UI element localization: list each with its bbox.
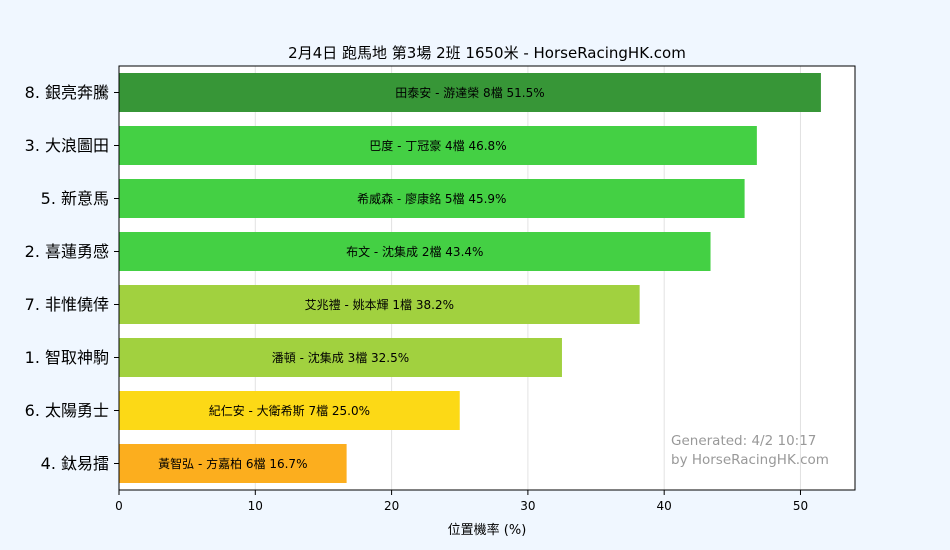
y-tick-label: 7. 非惟僥倖 xyxy=(25,295,109,314)
bar-data-label: 希威森 - 廖康銘 5檔 45.9% xyxy=(357,191,506,206)
x-tick-label: 30 xyxy=(520,499,535,513)
x-tick-label: 0 xyxy=(115,499,123,513)
y-tick-label: 6. 太陽勇士 xyxy=(25,401,109,420)
chart-title: 2月4日 跑馬地 第3場 2班 1650米 - HorseRacingHK.co… xyxy=(288,44,686,62)
x-tick-label: 20 xyxy=(384,499,399,513)
x-axis-label: 位置機率 (%) xyxy=(448,522,527,538)
bar xyxy=(119,126,757,165)
source-note: by HorseRacingHK.com xyxy=(671,452,829,468)
x-tick-label: 10 xyxy=(248,499,263,513)
bar xyxy=(119,232,711,271)
bar xyxy=(119,444,347,483)
bar xyxy=(119,391,460,430)
bar-data-label: 布文 - 沈集成 2檔 43.4% xyxy=(346,244,483,259)
y-tick-label: 5. 新意馬 xyxy=(41,189,109,208)
bar xyxy=(119,338,562,377)
x-tick-label: 40 xyxy=(657,499,672,513)
bar xyxy=(119,285,640,324)
y-tick-label: 3. 大浪圖田 xyxy=(25,136,109,155)
bar-data-label: 紀仁安 - 大衛希斯 7檔 25.0% xyxy=(209,403,370,418)
generated-note: Generated: 4/2 10:17 xyxy=(671,433,816,449)
y-axis: 8. 銀亮奔騰 3. 大浪圖田 5. 新意馬 2. 喜蓮勇感 7. 非惟僥倖 1. 智取神… xyxy=(25,83,119,473)
bar-data-label: 巴度 - 丁冠豪 4檔 46.8% xyxy=(369,138,506,153)
x-axis: 0 10 20 30 40 50 xyxy=(115,490,808,513)
y-tick-label: 8. 銀亮奔騰 xyxy=(25,83,109,102)
bar xyxy=(119,73,821,112)
y-tick-label: 2. 喜蓮勇感 xyxy=(25,242,109,261)
y-tick-label: 4. 鈦易擂 xyxy=(41,454,109,473)
bar-data-label: 黃智弘 - 方嘉柏 6檔 16.7% xyxy=(158,456,307,471)
bar-data-label: 潘頓 - 沈集成 3檔 32.5% xyxy=(272,350,409,365)
bars: 田泰安 - 游達榮 8檔 51.5% 巴度 - 丁冠豪 4檔 46.8% 希威森 -… xyxy=(119,73,821,483)
bar xyxy=(119,179,745,218)
bar-data-label: 艾兆禮 - 姚本輝 1檔 38.2% xyxy=(305,298,454,312)
y-tick-label: 1. 智取神駒 xyxy=(25,348,109,367)
bar-data-label: 田泰安 - 游達榮 8檔 51.5% xyxy=(395,85,544,100)
x-tick-label: 50 xyxy=(793,499,808,513)
plot-frame xyxy=(118,65,856,491)
